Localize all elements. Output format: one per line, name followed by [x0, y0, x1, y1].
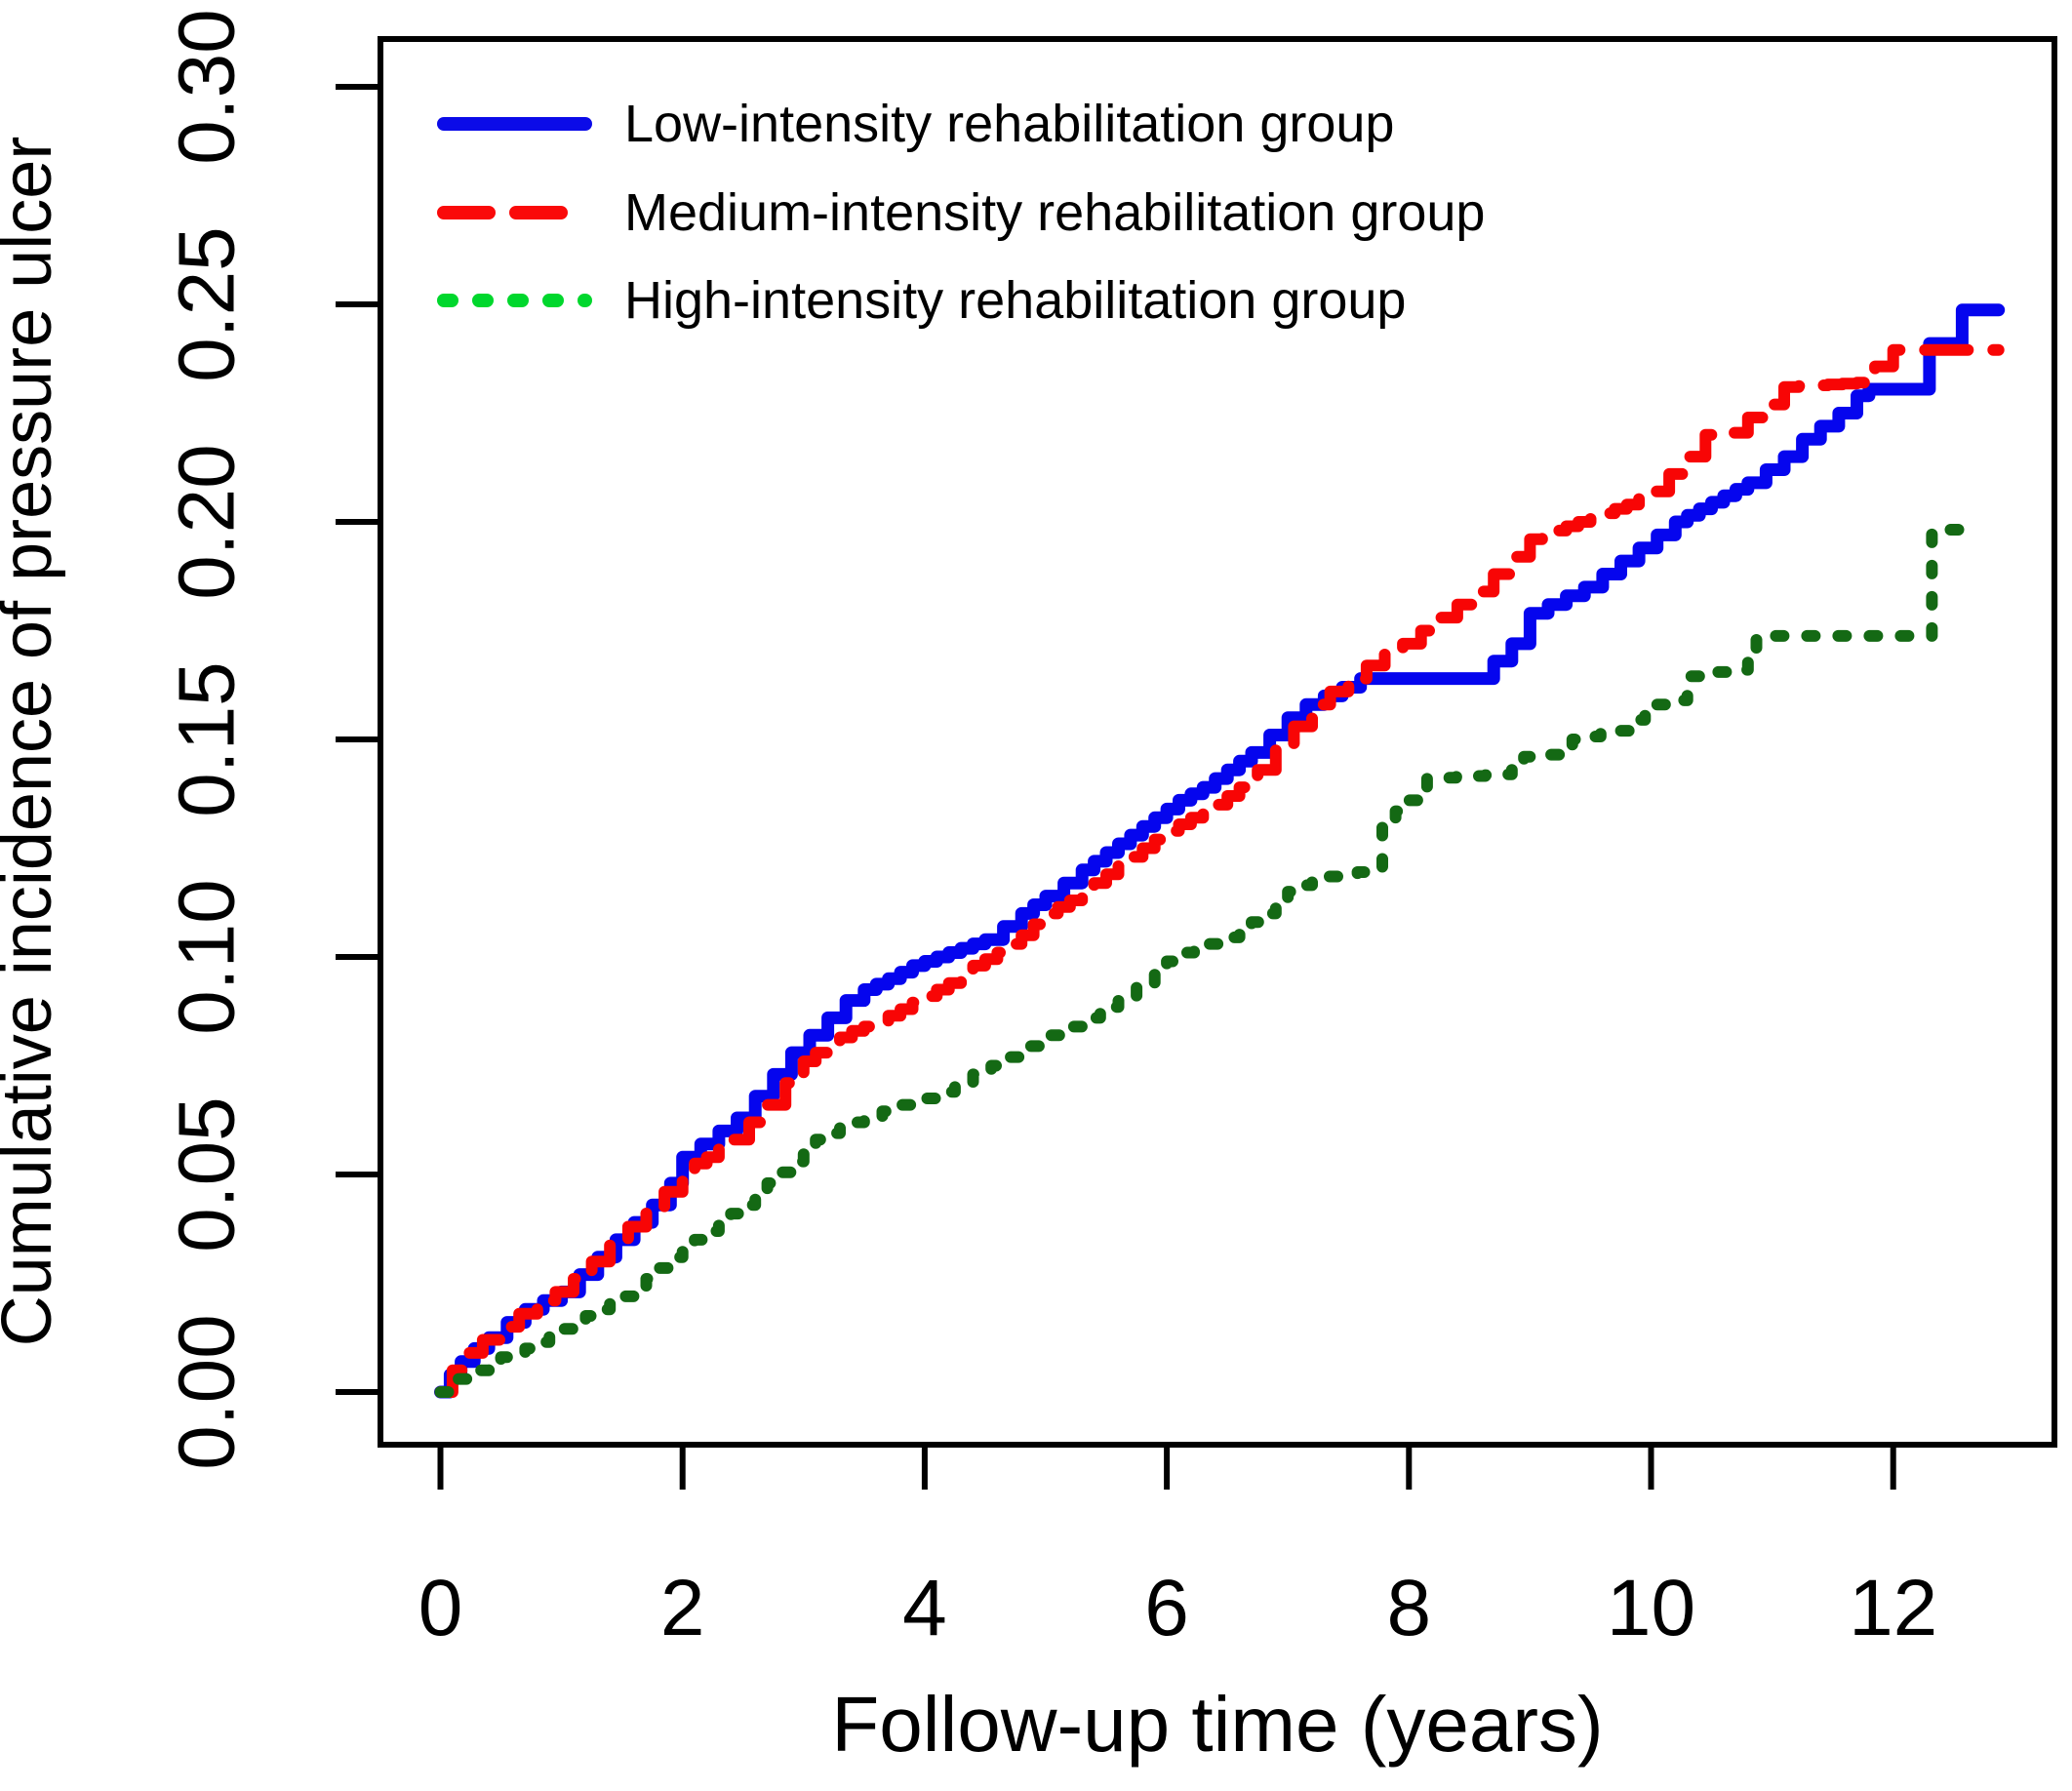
y-axis-title: Cumulative incidence of pressure ulcer [0, 137, 66, 1347]
curve-solid-series-0 [434, 303, 2006, 1399]
x-tick-label: 4 [902, 1564, 947, 1652]
legend: Low-intensity rehabilitation group Mediu… [437, 95, 1485, 330]
y-tick-label: 0.10 [163, 879, 252, 1035]
curve-dotted-series-2 [434, 524, 1987, 1398]
x-tick-label: 10 [1607, 1564, 1695, 1652]
x-tick-label: 0 [418, 1564, 463, 1652]
y-tick-label: 0.25 [163, 226, 252, 382]
y-tick-label: 0.15 [163, 661, 252, 817]
y-axis-ticks: 0.00 0.05 0.10 0.15 0.20 0.25 0.30 [163, 9, 380, 1470]
x-tick-label: 12 [1849, 1564, 1937, 1652]
legend-label-low-intensity: Low-intensity rehabilitation group [624, 95, 1394, 153]
y-tick-label: 0.30 [163, 9, 252, 165]
legend-label-high-intensity: High-intensity rehabilitation group [624, 271, 1406, 330]
y-tick-label: 0.00 [163, 1314, 252, 1470]
x-axis-title: Follow-up time (years) [831, 1681, 1603, 1768]
x-axis-ticks: 0 2 4 6 8 10 12 [418, 1445, 1937, 1652]
x-tick-label: 6 [1144, 1564, 1189, 1652]
x-tick-label: 2 [660, 1564, 705, 1652]
x-tick-label: 8 [1386, 1564, 1431, 1652]
y-tick-label: 0.05 [163, 1096, 252, 1253]
curve-dashed-series-1 [434, 343, 2005, 1398]
y-tick-label: 0.20 [163, 444, 252, 600]
survival-curves [434, 303, 2006, 1399]
legend-label-medium-intensity: Medium-intensity rehabilitation group [624, 183, 1485, 242]
